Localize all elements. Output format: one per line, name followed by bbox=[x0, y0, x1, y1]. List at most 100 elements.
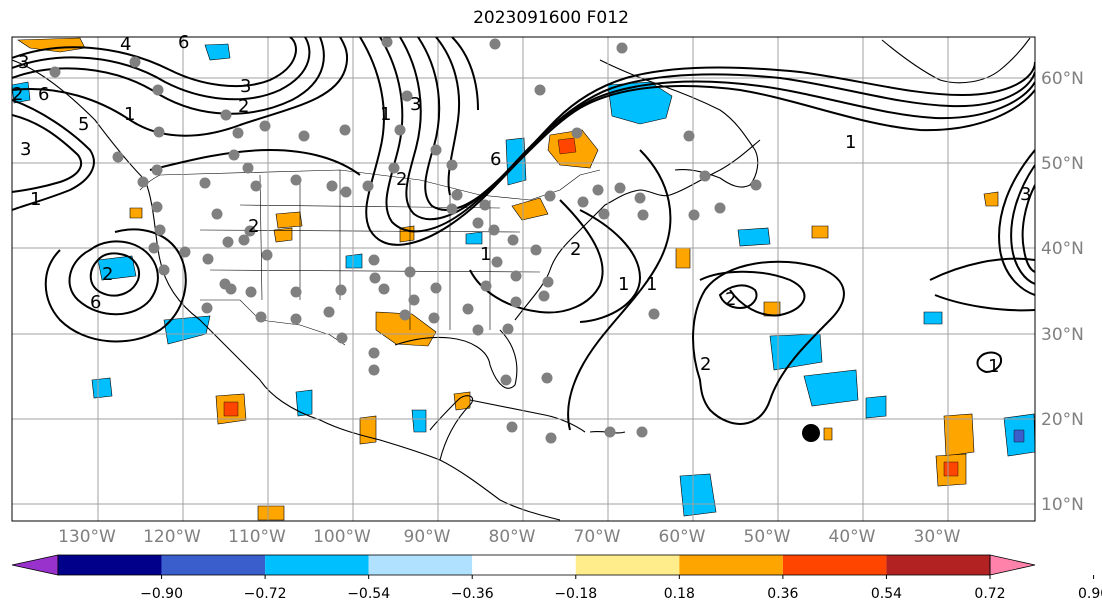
station-dot bbox=[211, 208, 223, 220]
contour-label: 1 bbox=[30, 189, 41, 210]
lat-label: 20°N bbox=[1041, 410, 1084, 430]
station-dot bbox=[368, 347, 380, 359]
shade-orange bbox=[375, 311, 437, 347]
station-dot bbox=[381, 37, 393, 48]
shade-orange bbox=[453, 391, 471, 411]
shade-blue bbox=[345, 253, 363, 269]
colorbar-segment bbox=[472, 555, 576, 575]
shade-blue bbox=[411, 409, 427, 433]
station-dot bbox=[510, 296, 522, 308]
station-dot bbox=[480, 280, 492, 292]
station-dot bbox=[340, 186, 352, 198]
lat-label: 50°N bbox=[1041, 154, 1084, 174]
colorbar-segment bbox=[886, 555, 990, 575]
coastlines bbox=[12, 37, 1031, 521]
station-dot bbox=[598, 208, 610, 220]
station-dot bbox=[245, 286, 257, 298]
station-dot bbox=[616, 42, 628, 54]
station-dot bbox=[544, 190, 556, 202]
colorbar-tick-label: 0.36 bbox=[767, 586, 798, 602]
contour-label: 2 bbox=[700, 354, 711, 375]
contour-label: 3 bbox=[18, 52, 29, 73]
station-dot bbox=[368, 254, 380, 266]
contour-label: 2 bbox=[396, 169, 407, 190]
contour-label: 1 bbox=[618, 274, 629, 295]
shade-blue bbox=[679, 473, 717, 517]
station-dot bbox=[179, 246, 191, 258]
station-dot bbox=[750, 179, 762, 191]
colorbar-tick-label: 0.72 bbox=[974, 586, 1005, 602]
contour-label: 1 bbox=[988, 356, 999, 377]
station-dot bbox=[604, 426, 616, 438]
shade-red bbox=[943, 461, 959, 477]
latitude-axis: 60°N 50°N 40°N 30°N 20°N 10°N bbox=[1041, 69, 1084, 515]
station-dot bbox=[683, 130, 695, 142]
shade-darkblue bbox=[1013, 429, 1025, 443]
lat-label: 30°N bbox=[1041, 325, 1084, 345]
lon-label: 120°W bbox=[143, 527, 201, 547]
station-dot bbox=[430, 282, 442, 294]
station-dot bbox=[49, 66, 61, 78]
colorbar-tick-label: 0.18 bbox=[664, 586, 695, 602]
station-dot bbox=[323, 306, 335, 318]
lon-label: 90°W bbox=[404, 527, 451, 547]
colorbar-tick-label: −0.36 bbox=[451, 586, 494, 602]
station-dot bbox=[388, 162, 400, 174]
colorbar-outline bbox=[57, 554, 991, 576]
colorbar bbox=[11, 554, 1036, 576]
contour-label: 6 bbox=[178, 32, 189, 53]
colorbar-segment bbox=[782, 555, 887, 575]
contour-label: 6 bbox=[490, 149, 501, 170]
station-dot bbox=[634, 192, 646, 204]
colorbar-tick-label: −0.72 bbox=[244, 586, 287, 602]
station-dot bbox=[112, 151, 124, 163]
colorbar-segment bbox=[161, 555, 266, 575]
shade-blue bbox=[923, 311, 943, 325]
colorbar-segment bbox=[265, 555, 369, 575]
colorbar-segment bbox=[58, 555, 162, 575]
station-dot bbox=[201, 302, 213, 314]
station-dot bbox=[154, 224, 166, 236]
lon-label: 80°W bbox=[489, 527, 536, 547]
station-dot bbox=[153, 126, 165, 138]
contour-label: 2 bbox=[570, 239, 581, 260]
contour-label: 4 bbox=[120, 34, 131, 55]
shade-blue bbox=[97, 255, 137, 281]
shade-orange bbox=[811, 225, 829, 239]
station-dot bbox=[446, 159, 458, 171]
contour-label: 2 bbox=[102, 264, 113, 285]
lon-label: 60°W bbox=[659, 527, 706, 547]
station-dot bbox=[408, 294, 420, 306]
station-dot bbox=[699, 170, 711, 182]
station-dot bbox=[158, 264, 170, 276]
colorbar-tick-label: −0.90 bbox=[140, 586, 183, 602]
shade-blue bbox=[91, 377, 113, 399]
contour-label: 5 bbox=[78, 114, 89, 135]
contour-label: 1 bbox=[646, 274, 657, 295]
station-dot bbox=[250, 180, 262, 192]
lat-label: 10°N bbox=[1041, 495, 1084, 515]
shade-blue bbox=[295, 389, 313, 417]
station-markers bbox=[49, 37, 762, 444]
station-dot bbox=[362, 180, 374, 192]
station-dot bbox=[152, 84, 164, 96]
contour-label: 3 bbox=[240, 76, 251, 97]
station-dot bbox=[401, 90, 413, 102]
lat-label: 40°N bbox=[1041, 239, 1084, 259]
station-dot bbox=[259, 120, 271, 132]
shade-orange bbox=[943, 413, 975, 457]
contour-label: 2 bbox=[238, 96, 249, 117]
contour-label: 1 bbox=[480, 244, 491, 265]
shade-orange bbox=[983, 191, 999, 207]
station-dot bbox=[446, 203, 458, 215]
station-dot bbox=[491, 256, 503, 268]
station-dot bbox=[242, 162, 254, 174]
lat-label: 60°N bbox=[1041, 69, 1084, 89]
station-dot bbox=[326, 180, 338, 192]
station-dot bbox=[510, 270, 522, 282]
contour-label: 1 bbox=[124, 104, 135, 125]
station-dot bbox=[336, 332, 348, 344]
shade-red bbox=[557, 137, 577, 155]
station-dot bbox=[199, 177, 211, 189]
